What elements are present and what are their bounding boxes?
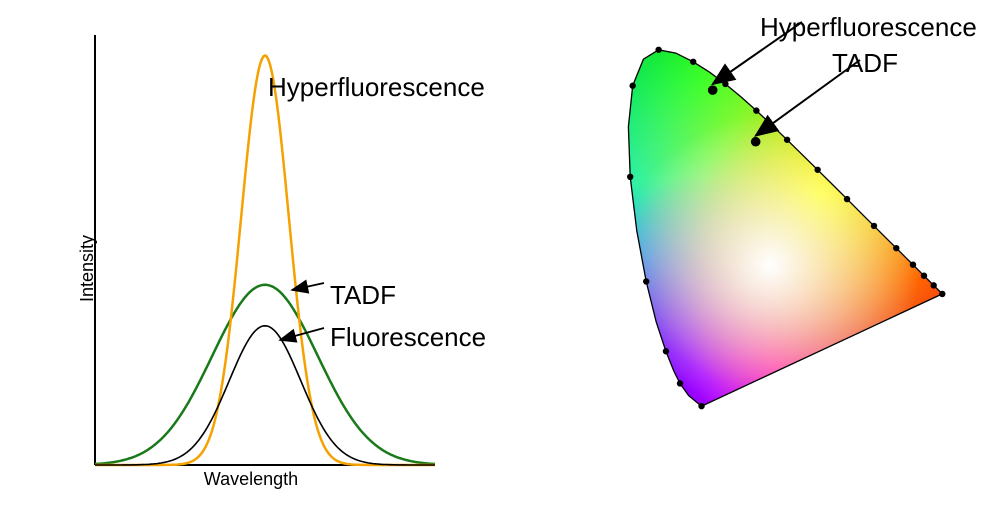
cie-locus-tick [629,83,635,89]
cie-locus-tick [921,273,927,279]
cie-locus-tick [655,47,661,53]
cie-locus-tick [939,291,945,297]
cie-locus-tick [871,223,877,229]
cie-marker-tadf [751,137,761,147]
cie-locus-tick [677,380,683,386]
cie-blob-white [620,115,921,416]
cie-locus-tick [893,245,899,251]
figure-stage: Intensity Wavelength Hyperfluorescence T… [0,0,1000,522]
cie-locus-tick [784,137,790,143]
cie-locus-tick [663,348,669,354]
cie-locus-tick [910,261,916,267]
cie-locus-tick [814,167,820,173]
cie-locus-tick [690,59,696,65]
cie-locus-tick [698,403,704,409]
cie-locus-tick [753,107,759,113]
cie-locus-tick [627,174,633,180]
cie-label-tadf: TADF [832,48,898,79]
cie-label-hyperfluorescence: Hyperfluorescence [760,12,977,43]
cie-gamut-fill [403,0,1000,522]
cie-locus-tick [643,278,649,284]
cie-locus-tick [931,282,937,288]
cie-marker-hyperfluorescence [708,85,718,95]
cie-locus-tick [844,196,850,202]
cie-locus-tick [722,81,728,87]
